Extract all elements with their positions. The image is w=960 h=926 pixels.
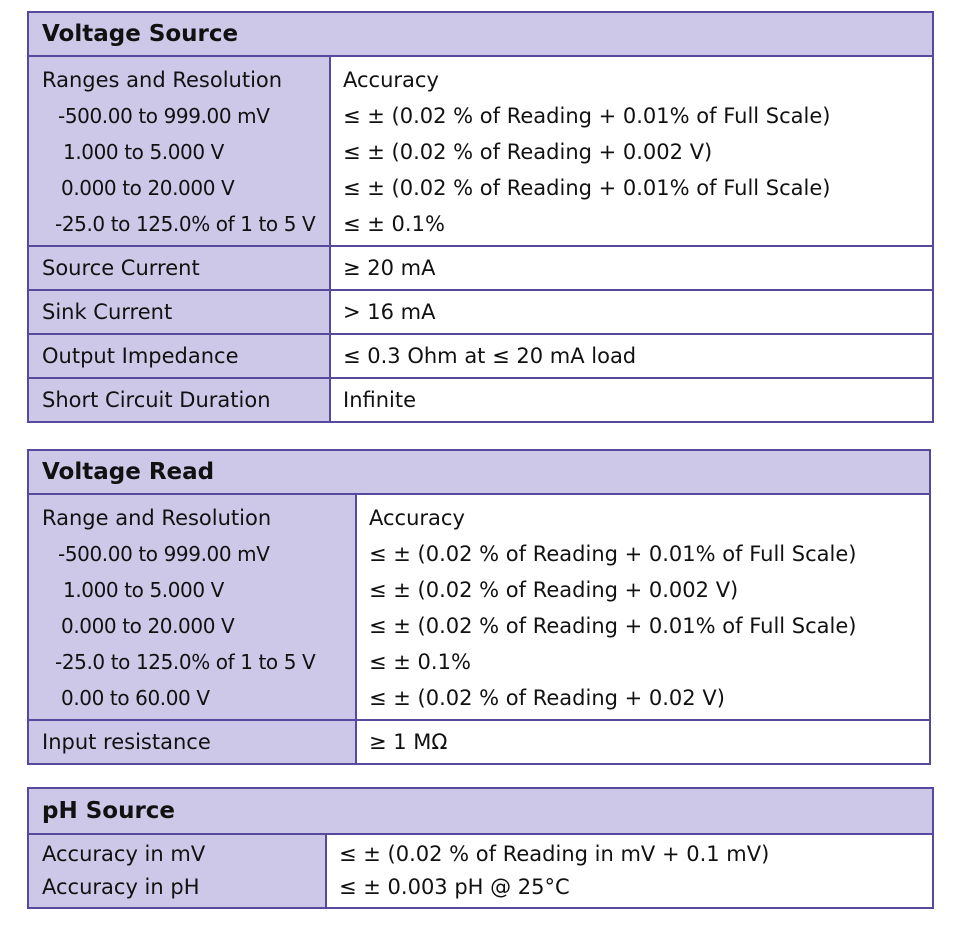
accuracy-value: ≤ ± (0.02 % of Reading + 0.002 V)	[343, 140, 713, 164]
sink-current-value: > 16 mA	[343, 300, 436, 324]
range-label: 1.000 to 5.000 V	[63, 578, 224, 602]
voltage-source-ranges-row: Ranges and Resolution -500.00 to 999.00 …	[29, 57, 932, 247]
voltage-source-title: Voltage Source	[29, 13, 932, 57]
voltage-source-ranges-cell: Ranges and Resolution -500.00 to 999.00 …	[29, 57, 331, 245]
ph-source-label-cell: Accuracy in mV Accuracy in pH	[29, 835, 327, 907]
range-label: 0.000 to 20.000 V	[61, 176, 235, 200]
voltage-source-accuracy-cell: Accuracy ≤ ± (0.02 % of Reading + 0.01% …	[331, 57, 830, 245]
accuracy-value: ≤ ± (0.02 % of Reading + 0.01% of Full S…	[369, 614, 857, 638]
input-resistance-label: Input resistance	[29, 721, 357, 763]
table-row: Output Impedance ≤ 0.3 Ohm at ≤ 20 mA lo…	[29, 335, 932, 379]
accuracy-header: Accuracy	[369, 506, 465, 530]
accuracy-header: Accuracy	[343, 68, 439, 92]
range-label: 0.00 to 60.00 V	[61, 686, 210, 710]
range-label: -500.00 to 999.00 mV	[58, 542, 270, 566]
short-circuit-duration-value: Infinite	[343, 388, 417, 412]
source-current-value: ≥ 20 mA	[343, 256, 436, 280]
accuracy-value: ≤ ± (0.02 % of Reading + 0.02 V)	[369, 686, 725, 710]
accuracy-value: ≤ ± (0.02 % of Reading + 0.01% of Full S…	[343, 176, 831, 200]
voltage-read-accuracy-cell: Accuracy ≤ ± (0.02 % of Reading + 0.01% …	[357, 495, 856, 719]
source-current-label: Source Current	[29, 247, 331, 289]
voltage-read-ranges-row: Range and Resolution -500.00 to 999.00 m…	[29, 495, 929, 721]
accuracy-value: ≤ ± (0.02 % of Reading + 0.01% of Full S…	[369, 542, 857, 566]
accuracy-value: ≤ ± 0.1%	[343, 212, 445, 236]
range-label: -25.0 to 125.0% of 1 to 5 V	[55, 212, 316, 236]
range-label: -25.0 to 125.0% of 1 to 5 V	[55, 650, 316, 674]
sink-current-label: Sink Current	[29, 291, 331, 333]
voltage-read-table: Voltage Read Range and Resolution -500.0…	[27, 449, 931, 765]
ph-source-row: Accuracy in mV Accuracy in pH ≤ ± (0.02 …	[29, 835, 932, 907]
ranges-header: Ranges and Resolution	[42, 68, 283, 92]
accuracy-value: ≤ ± (0.02 % of Reading + 0.002 V)	[369, 578, 739, 602]
range-label: -500.00 to 999.00 mV	[58, 104, 270, 128]
input-resistance-value: ≥ 1 MΩ	[369, 730, 448, 754]
ph-source-value-cell: ≤ ± (0.02 % of Reading in mV + 0.1 mV) ≤…	[327, 835, 769, 907]
accuracy-in-ph-label: Accuracy in pH	[42, 875, 200, 899]
ph-source-table: pH Source Accuracy in mV Accuracy in pH …	[27, 787, 934, 909]
range-label: 1.000 to 5.000 V	[63, 140, 224, 164]
short-circuit-duration-label: Short Circuit Duration	[29, 379, 331, 421]
table-row: Input resistance ≥ 1 MΩ	[29, 721, 929, 763]
output-impedance-value: ≤ 0.3 Ohm at ≤ 20 mA load	[343, 344, 637, 368]
ranges-header: Range and Resolution	[42, 506, 272, 530]
range-label: 0.000 to 20.000 V	[61, 614, 235, 638]
accuracy-in-mv-value: ≤ ± (0.02 % of Reading in mV + 0.1 mV)	[339, 842, 770, 866]
accuracy-in-mv-label: Accuracy in mV	[42, 842, 206, 866]
output-impedance-label: Output Impedance	[29, 335, 331, 377]
voltage-read-ranges-cell: Range and Resolution -500.00 to 999.00 m…	[29, 495, 357, 719]
ph-source-title: pH Source	[29, 789, 932, 835]
accuracy-in-ph-value: ≤ ± 0.003 pH @ 25°C	[339, 875, 570, 899]
accuracy-value: ≤ ± 0.1%	[369, 650, 471, 674]
table-row: Source Current ≥ 20 mA	[29, 247, 932, 291]
accuracy-value: ≤ ± (0.02 % of Reading + 0.01% of Full S…	[343, 104, 831, 128]
table-row: Short Circuit Duration Infinite	[29, 379, 932, 421]
voltage-read-title: Voltage Read	[29, 451, 929, 495]
voltage-source-table: Voltage Source Ranges and Resolution -50…	[27, 11, 934, 423]
table-row: Sink Current > 16 mA	[29, 291, 932, 335]
